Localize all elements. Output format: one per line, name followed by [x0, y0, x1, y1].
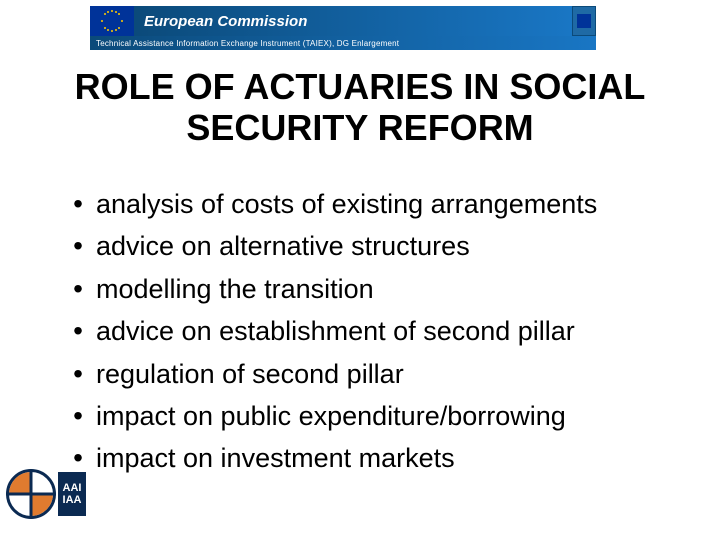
bullet-text: advice on alternative structures [96, 229, 470, 264]
banner-org-text: European Commission [144, 13, 307, 30]
bullet-text: impact on investment markets [96, 441, 455, 476]
bullet-text: analysis of costs of existing arrangemen… [96, 187, 597, 222]
bullet-text: regulation of second pillar [96, 357, 404, 392]
list-item: • impact on investment markets [60, 440, 680, 476]
slide-title: ROLE OF ACTUARIES IN SOCIAL SECURITY REF… [0, 66, 720, 149]
list-item: • advice on alternative structures [60, 228, 680, 264]
bullet-text: impact on public expenditure/borrowing [96, 399, 566, 434]
logo-line1: AAI [63, 482, 82, 494]
slide: European Commission Technical Assistance… [0, 0, 720, 540]
list-item: • regulation of second pillar [60, 356, 680, 392]
bullet-text: advice on establishment of second pillar [96, 314, 575, 349]
banner-right-icon [572, 6, 596, 36]
aai-iaa-text: AAI IAA [58, 472, 86, 516]
bullet-icon: • [60, 356, 96, 392]
bullet-icon: • [60, 398, 96, 434]
list-item: • analysis of costs of existing arrangem… [60, 186, 680, 222]
list-item: • modelling the transition [60, 271, 680, 307]
banner-subtitle: Technical Assistance Information Exchang… [90, 36, 596, 50]
bullet-icon: • [60, 228, 96, 264]
bullet-list: • analysis of costs of existing arrangem… [60, 186, 680, 483]
list-item: • advice on establishment of second pill… [60, 313, 680, 349]
aai-iaa-logo: AAI IAA [6, 454, 86, 534]
list-item: • impact on public expenditure/borrowing [60, 398, 680, 434]
globe-icon [6, 469, 56, 519]
banner-top-row: European Commission [90, 6, 596, 36]
bullet-icon: • [60, 186, 96, 222]
bullet-icon: • [60, 313, 96, 349]
logo-line2: IAA [63, 494, 82, 506]
header-banner: European Commission Technical Assistance… [90, 6, 596, 50]
bullet-text: modelling the transition [96, 272, 374, 307]
banner-title-area: European Commission [134, 6, 572, 36]
bullet-icon: • [60, 271, 96, 307]
eu-flag-icon [90, 6, 134, 36]
